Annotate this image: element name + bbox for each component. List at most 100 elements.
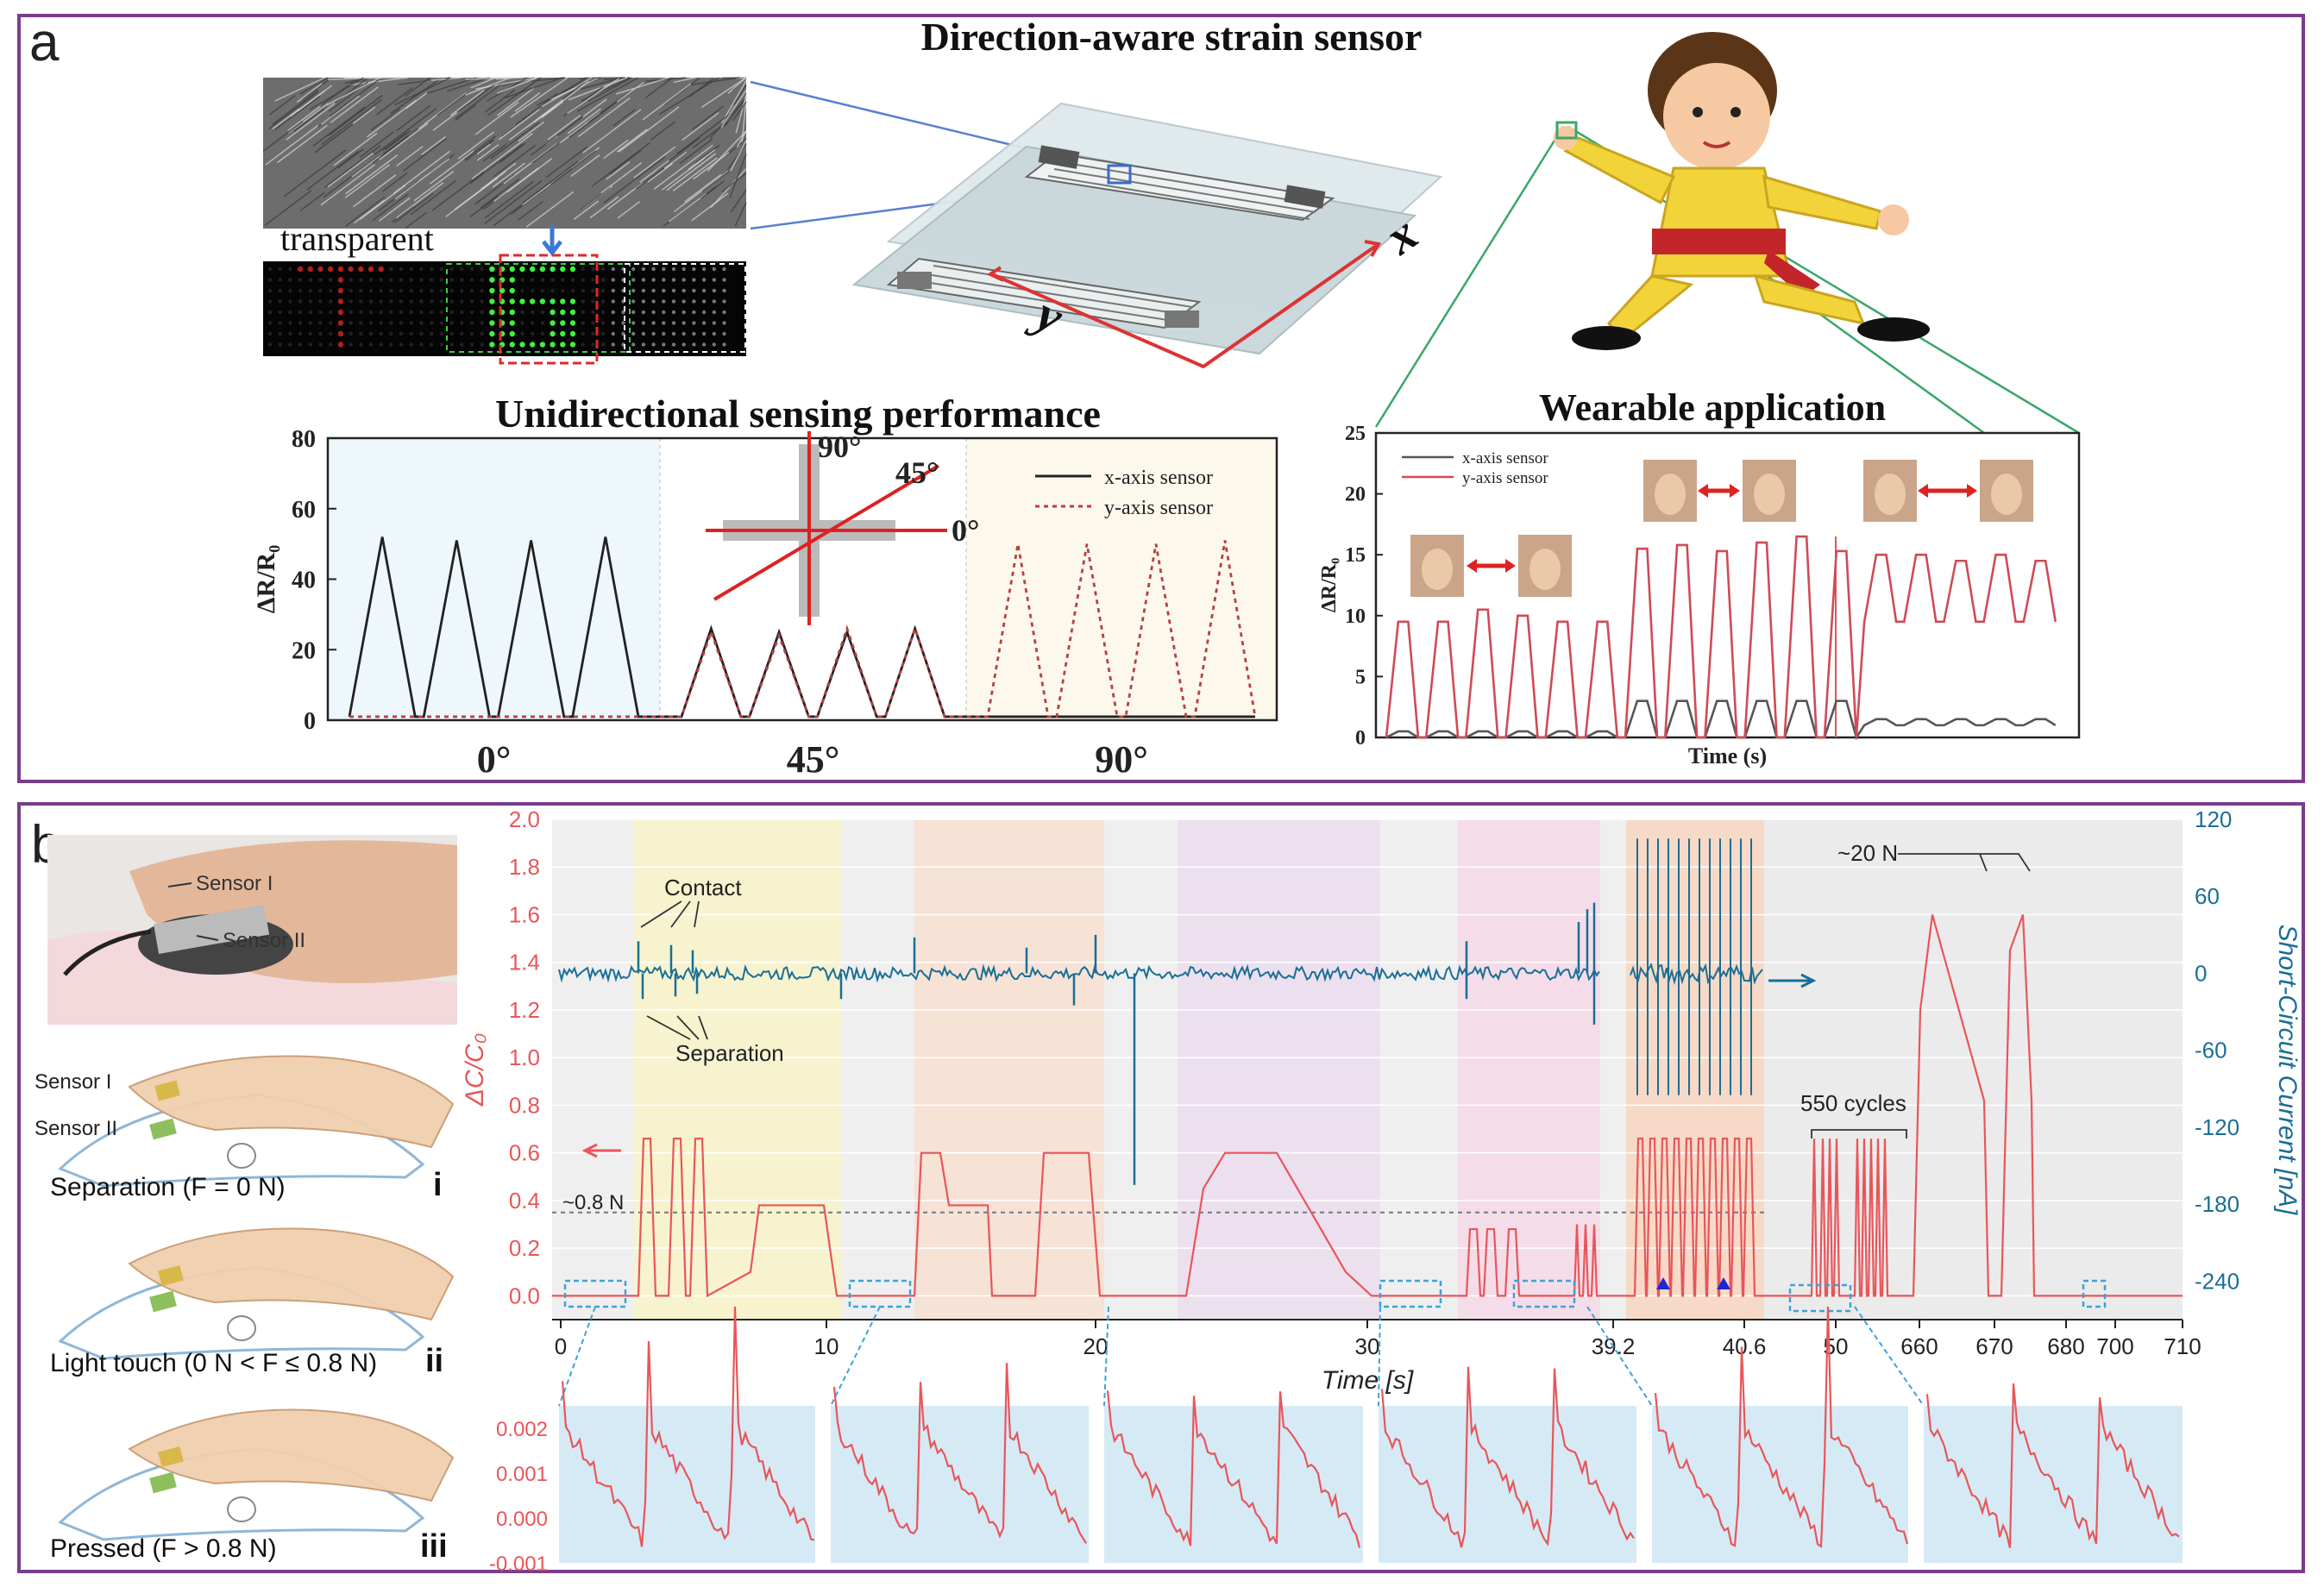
sem-fiber (721, 172, 747, 192)
sem-fiber (396, 146, 424, 167)
triangle-marker (1717, 1277, 1730, 1289)
sem-fiber (741, 97, 747, 142)
x-tick-label: 30 (1355, 1333, 1380, 1359)
inset-angle-label: 0° (952, 513, 979, 548)
sem-fiber (269, 94, 296, 116)
led-dot (399, 342, 404, 347)
sem-fiber (666, 153, 717, 191)
sem-fiber (398, 77, 451, 85)
led-dot (662, 278, 666, 282)
led-dot (489, 309, 495, 316)
led-dot (278, 310, 282, 315)
sem-fiber (393, 192, 434, 223)
sem-fiber (609, 149, 642, 175)
led-dot (337, 287, 344, 294)
y2-tick-label: -60 (2195, 1038, 2227, 1063)
led-dot (318, 310, 323, 315)
led-dot (469, 331, 474, 336)
sem-fiber (617, 201, 640, 219)
led-dot (550, 298, 556, 304)
sem-fiber (480, 178, 520, 209)
sem-fiber (469, 143, 524, 185)
led-dot (560, 309, 566, 316)
sem-fiber (693, 152, 730, 180)
led-dot (651, 342, 656, 347)
led-dot (430, 278, 434, 282)
led-dot (701, 331, 707, 336)
led-dot (460, 310, 464, 315)
sem-fiber (328, 94, 383, 136)
led-box (446, 263, 631, 353)
led-dot (509, 277, 515, 283)
led-dot (368, 321, 374, 325)
sem-fiber (522, 180, 555, 206)
panel-a-letter: a (29, 13, 60, 72)
led-dot (671, 288, 676, 293)
led-dot (701, 310, 707, 315)
led-dot (430, 321, 434, 325)
sem-fiber (568, 77, 628, 101)
led-dot (267, 278, 273, 282)
hand-photo-detail (1422, 549, 1453, 590)
led-dot (531, 288, 535, 293)
sem-fiber (700, 180, 725, 199)
led-dot (308, 321, 312, 325)
led-dot (540, 278, 545, 282)
led-dot (359, 288, 363, 293)
led-dot (520, 288, 524, 293)
sem-fiber (394, 158, 450, 200)
led-dot (349, 278, 353, 282)
sem-fiber (283, 149, 347, 198)
led-dot (569, 330, 576, 337)
led-dot (692, 331, 696, 336)
led-dot (631, 299, 636, 304)
arrowhead (1698, 484, 1708, 498)
y1-tick-label: 1.2 (509, 997, 540, 1023)
led-dot (600, 288, 606, 293)
led-dot (489, 277, 495, 283)
led-dot (329, 288, 333, 293)
panel-b: b Sensor I Sensor II Sensor I Sensor II … (17, 802, 2305, 1576)
sem-fiber (437, 91, 468, 116)
led-dot (489, 298, 495, 304)
led-dot (480, 331, 484, 336)
sem-fiber (405, 211, 428, 229)
led-dot (469, 267, 474, 272)
sem-fiber (265, 124, 319, 166)
y-tick-label: 20 (292, 637, 316, 664)
y1-tick-label: 1.0 (509, 1044, 540, 1070)
legend-label: x-axis sensor (1104, 467, 1213, 489)
sem-fiber (730, 189, 747, 213)
sem-fiber (306, 150, 360, 191)
sem-fiber (562, 82, 585, 100)
led-dot (631, 278, 636, 282)
led-dot (591, 288, 595, 293)
led-dot (307, 266, 313, 273)
led-dot (712, 278, 716, 282)
led-dot (550, 330, 556, 337)
led-dot (318, 278, 323, 282)
led-dot (581, 331, 585, 336)
sem-fiber (576, 77, 639, 112)
led-dot (298, 299, 303, 304)
sem-fiber (483, 116, 543, 162)
led-dot (570, 278, 575, 282)
phase-band (634, 819, 841, 1320)
led-dot (419, 278, 424, 282)
led-dot (368, 310, 374, 315)
hand-photo-detail (1754, 474, 1785, 515)
led-dot (409, 321, 413, 325)
sem-fiber (286, 103, 336, 141)
led-dot (611, 331, 615, 336)
led-dot (329, 278, 333, 282)
sem-fiber (262, 121, 304, 152)
led-dot (267, 321, 273, 325)
led-dot (359, 278, 363, 282)
wear-chart: 0 5 10 15 20 25 ΔR/R₀ Time (s) x-axis sensor y-ax… (1318, 423, 2081, 768)
led-dot (520, 310, 524, 315)
sem-fiber (533, 80, 589, 123)
region-label: 45° (787, 738, 840, 781)
hand-sensor1-label: Sensor I (35, 1070, 111, 1094)
arrowhead (1505, 559, 1516, 573)
sem-fiber (395, 182, 444, 219)
